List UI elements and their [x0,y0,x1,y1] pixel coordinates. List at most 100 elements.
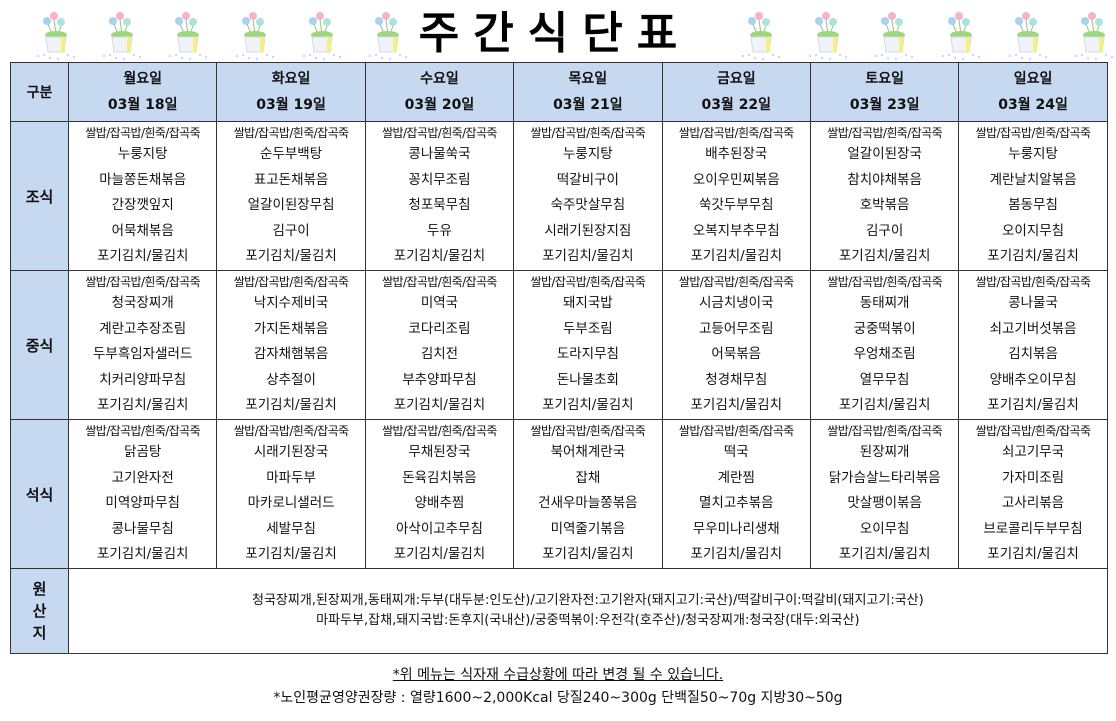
dish: 청포묵무침 [408,197,471,213]
dish: 가지돈채볶음 [253,320,329,337]
dish: 고기완자전 [111,469,174,486]
dish: 무채된장국 [408,444,471,460]
staple-options: 쌀밥/잡곡밥/흰죽/잡곡죽 [85,126,201,140]
dish: 참치야채볶음 [847,171,922,188]
dish: 호박볶음 [859,197,910,213]
dish: 아삭이고추무침 [396,520,483,537]
dish: 계란찜 [717,469,755,486]
dish: 미역국 [420,295,459,311]
dish: 포기김치/물김치 [987,248,1079,264]
dish: 포기김치/물김치 [690,546,783,562]
meal-label: 석식 [10,419,69,569]
dish: 포기김치/물김치 [542,248,634,264]
dish: 마카로니샐러드 [247,495,335,511]
menu-cell: 쌀밥/잡곡밥/흰죽/잡곡죽 동태찌개 궁중떡볶이 우엉채조림 열무무침 포기김치/물김치 [809,270,960,420]
dish: 닭가슴살느타리볶음 [828,469,941,486]
dish: 미역줄기볶음 [550,520,626,537]
page-title: 주간식단표 [418,8,692,59]
day-name: 토요일 [865,71,904,87]
dish: 세발무침 [266,520,316,537]
nutrition-note: *노인평균영양권장량 : 열량1600~2,000Kcal 당질240~300g… [273,690,843,706]
dish: 상추절이 [266,371,316,388]
header-row: 구분 월요일 03월 18일 화요일 03월 19일 수요일 03월 20일 목요일 03월 … [10,62,1108,122]
menu-cell: 쌀밥/잡곡밥/흰죽/잡곡죽 누룽지탕 계란날치알볶음 봄동무침 오이지무침 포기김치/물김… [958,121,1108,271]
dish: 포기김치/물김치 [838,546,931,562]
dish: 치커리양파무침 [99,371,187,388]
staple-options: 쌀밥/잡곡밥/흰죽/잡곡죽 [827,424,943,438]
dish: 어묵볶음 [711,346,762,362]
meal-label: 조식 [10,121,69,271]
dish: 김구이 [866,222,904,239]
dish: 얼갈이된장무침 [247,197,335,213]
day-date: 03월 20일 [404,97,475,113]
flower-pot-icon [802,8,858,62]
dish: 떡국 [723,444,749,460]
menu-cell: 쌀밥/잡곡밥/흰죽/잡곡죽 얼갈이된장국 참치야채볶음 호박볶음 김구이 포기김치/물김치 [809,121,960,271]
staple-options: 쌀밥/잡곡밥/흰죽/잡곡죽 [85,424,201,438]
dish: 두부흑임자샐러드 [93,346,193,362]
dish: 감자채햄볶음 [253,346,329,362]
dish: 쑥갓두부무침 [698,197,774,213]
dish: 포기김치/물김치 [542,397,634,413]
meal-label: 중식 [10,270,69,420]
staple-options: 쌀밥/잡곡밥/흰죽/잡곡죽 [233,126,349,140]
dish: 청국장찌개 [111,295,174,311]
dish: 두유 [427,222,452,239]
dish: 도라지무침 [556,346,619,362]
dish: 건새우마늘쫑볶음 [538,495,638,511]
dish: 두부조림 [563,320,613,337]
menu-cell: 쌀밥/잡곡밥/흰죽/잡곡죽 누룽지탕 마늘쫑돈채볶음 간장깻잎지 어묵채볶음 포기김치/물… [67,121,218,271]
dish: 시래기된장지짐 [544,222,632,239]
staple-options: 쌀밥/잡곡밥/흰죽/잡곡죽 [678,126,794,140]
day-date: 03월 22일 [701,97,772,113]
origin-info: 청국장찌개,된장찌개,동태찌개:두부(대두분:인도산)/고기완자전:고기완자(돼… [68,568,1108,654]
dish: 시래기된장국 [253,444,329,460]
weekly-menu-table: 구분 월요일 03월 18일 화요일 03월 19일 수요일 03월 20일 목요일 03월 … [10,62,1108,654]
dish: 북어채계란국 [550,444,626,460]
day-name: 목요일 [568,71,608,87]
flower-pot-icon [735,8,791,62]
dish: 계란날치알볶음 [989,171,1077,188]
menu-cell: 쌀밥/잡곡밥/흰죽/잡곡죽 떡국 계란찜 멸치고추볶음 무우미나리생채 포기김치/물김치 [661,419,811,569]
dish: 포기김치/물김치 [393,397,486,413]
dish: 포기김치/물김치 [96,546,189,562]
dish: 낙지수제비국 [253,295,329,311]
staple-options: 쌀밥/잡곡밥/흰죽/잡곡죽 [975,424,1091,438]
dish: 시금치냉이국 [698,295,774,311]
dish: 김치전 [420,346,459,362]
dish: 오이무침 [859,520,910,537]
day-date: 03월 24일 [998,97,1068,113]
flower-pot-icon [1002,8,1058,62]
dish: 고사리볶음 [1001,495,1065,511]
menu-cell: 쌀밥/잡곡밥/흰죽/잡곡죽 배추된장국 오이우민찌볶음 쑥갓두부무침 오복지부추무침 포기… [661,121,811,271]
dish: 가자미조림 [1001,469,1065,486]
dish: 쇠고기무국 [1001,444,1065,460]
dish: 배추된장국 [705,146,768,162]
staple-options: 쌀밥/잡곡밥/흰죽/잡곡죽 [827,126,943,140]
dish: 콩나물국 [1008,295,1058,311]
dish: 콩나물무침 [111,520,174,537]
day-date: 03월 21일 [553,97,623,113]
menu-cell: 쌀밥/잡곡밥/흰죽/잡곡죽 콩나물국 쇠고기버섯볶음 김치볶음 양배추오이무침 포기김치/… [958,270,1108,420]
origin-label-char: 원 [32,580,47,598]
dish: 얼갈이된장국 [847,146,922,162]
flower-pot-icon [96,8,152,62]
day-name: 수요일 [420,71,459,87]
flower-pot-icon [868,8,924,62]
dish: 포기김치/물김치 [96,397,189,413]
dish: 포기김치/물김치 [838,397,931,413]
dish: 어묵채볶음 [111,222,174,239]
flower-pot-icon [296,8,352,62]
day-name: 화요일 [271,71,311,87]
dish: 부추양파무침 [402,371,477,388]
dish: 고등어무조림 [698,320,774,337]
dish: 포기김치/물김치 [690,397,783,413]
dish: 마파두부 [266,469,316,486]
origin-line: 마파두부,잡채,돼지국밥:돈후지(국내산)/궁중떡볶이:우전각(호주산)/청국장… [316,613,860,628]
staple-options: 쌀밥/잡곡밥/흰죽/잡곡죽 [233,424,349,438]
menu-cell: 쌀밥/잡곡밥/흰죽/잡곡죽 돼지국밥 두부조림 도라지무침 돈나물초회 포기김치/물김치 [513,270,663,420]
meal-row: 중식 쌀밥/잡곡밥/흰죽/잡곡죽 청국장찌개 계란고추장조림 두부흑임자샐러드 치커리양파… [10,270,1108,420]
flower-pot-icon [162,8,218,62]
day-date: 03월 18일 [107,97,178,113]
